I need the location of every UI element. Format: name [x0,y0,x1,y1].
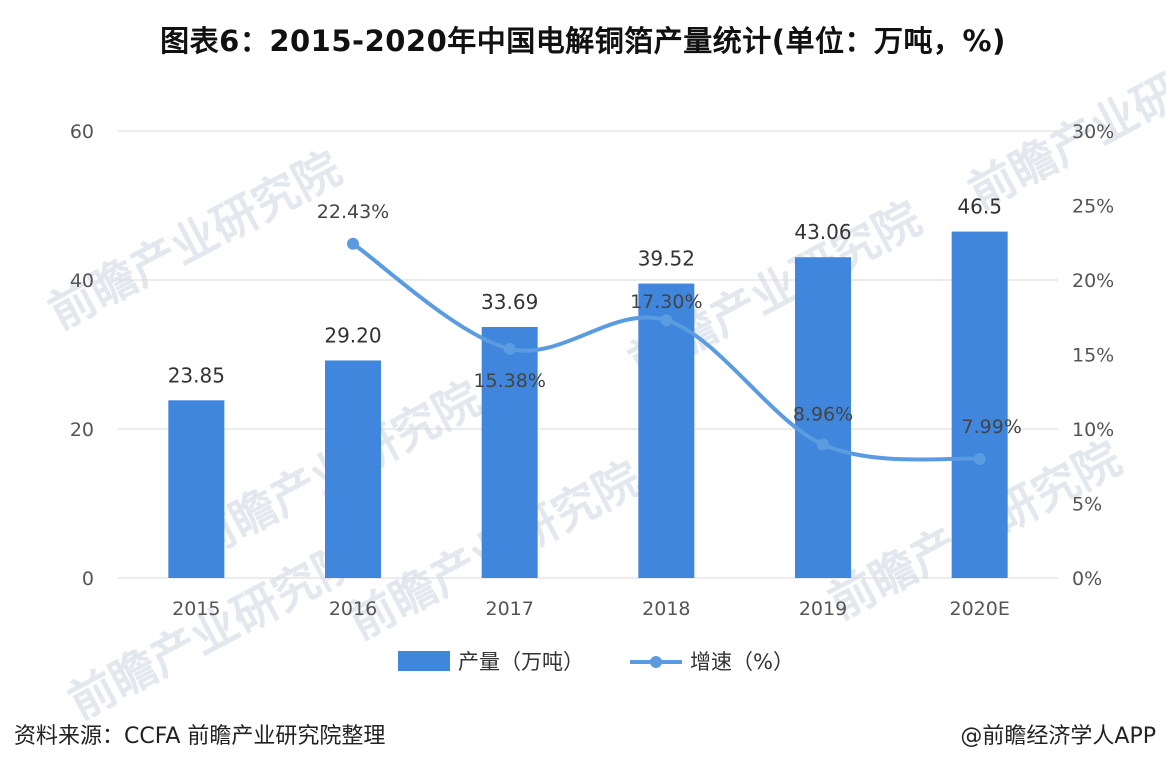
growth-value-label: 22.43% [317,201,389,223]
growth-value-label: 15.38% [473,370,545,392]
x-tick-label: 2018 [642,598,690,620]
bar-2015 [168,400,225,578]
x-tick-label: 2019 [799,598,847,620]
y-right-tick-label: 25% [1072,196,1114,218]
bar-series [168,231,1008,578]
bar-2016 [325,360,381,578]
chart-title: 图表6：2015-2020年中国电解铜箔产量统计(单位：万吨，%) [160,24,1006,58]
bar-value-label: 46.5 [957,195,1002,219]
credit-note: @前瞻经济学人APP [960,724,1156,749]
bar-value-label: 29.20 [324,323,381,347]
bar-value-label: 43.06 [794,220,851,244]
y-right-tick-label: 30% [1072,121,1114,143]
x-tick-label: 2020E [949,598,1009,620]
growth-value-label: 17.30% [630,291,702,313]
y-right-tick-label: 5% [1072,494,1102,516]
y-right-tick-label: 15% [1072,345,1114,367]
bar-2018 [638,283,695,578]
y-right-tick-label: 10% [1072,419,1114,441]
growth-point-2020E [973,452,986,465]
x-tick-label: 2017 [485,598,533,620]
growth-point-2019 [817,438,829,451]
bar-2020E [951,231,1008,578]
bar-2017 [481,327,538,578]
growth-point-2018 [660,314,673,327]
line-series [347,237,986,465]
legend-swatch-marker [650,656,662,668]
y-left-tick-label: 0 [82,568,94,590]
x-tick-label: 2015 [172,598,220,620]
legend-label-bar: 产量（万吨） [458,650,584,674]
growth-point-2017 [503,342,516,355]
growth-point-2016 [347,237,359,250]
legend-swatch-bar [398,651,450,671]
bar-value-label: 23.85 [168,363,225,387]
y-left-tick-label: 40 [70,270,94,292]
bar-value-label: 33.69 [481,290,538,314]
growth-value-label: 8.96% [793,403,853,425]
watermark-text: 前瞻产业研究院 [40,141,350,340]
data-labels: 23.85 29.20 33.69 39.52 43.06 46.5 22.43% 15.38… [168,195,1022,438]
y-right-tick-label: 20% [1072,270,1114,292]
axes: 0 20 40 60 0% 5% 10% 15% 20% 25% 30% 2015 2016 2017 20… [70,121,1114,620]
source-note: 资料来源：CCFA 前瞻产业研究院整理 [14,724,386,749]
y-left-tick-label: 60 [70,121,94,143]
watermark-text: 前瞻产业研究院 [960,21,1166,220]
legend-label-line: 增速（%） [690,650,794,674]
legend: 产量（万吨） 增速（%） [398,650,794,674]
grid-lines [118,130,1058,579]
y-right-tick-label: 0% [1072,568,1102,590]
growth-value-label: 7.99% [961,416,1021,438]
bar-2019 [795,257,851,578]
x-tick-label: 2016 [329,598,377,620]
bar-value-label: 39.52 [638,247,695,271]
y-left-tick-label: 20 [70,419,94,441]
